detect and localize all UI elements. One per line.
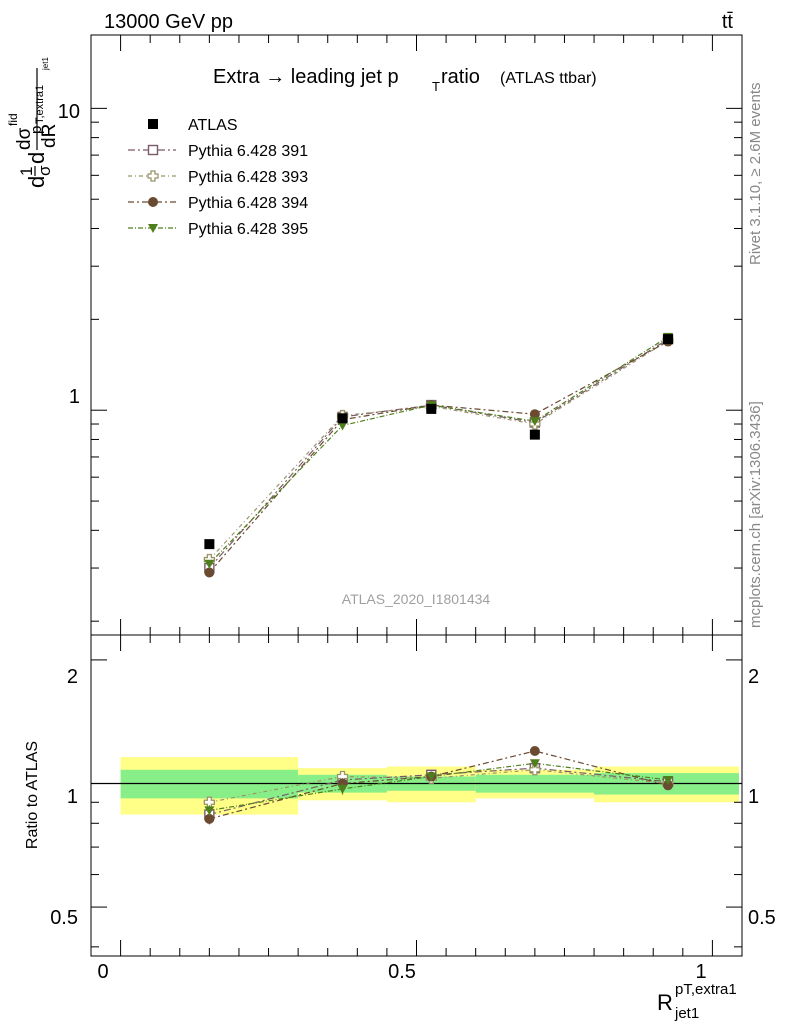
- ylabel-d: d: [24, 176, 49, 188]
- legend: ATLAS Pythia 6.428 391 Pythia 6.428 393 Pyt…: [128, 117, 308, 238]
- ylabel-subsub: jet1: [41, 57, 50, 71]
- legend-label: ATLAS: [188, 117, 238, 134]
- xaxis-label: R pT,extra1 jet1: [657, 981, 737, 1022]
- xtick-05: 0.5: [388, 961, 416, 983]
- xlabel-sup: pT,extra1: [675, 981, 737, 998]
- mc-point: [204, 559, 215, 569]
- ratio-plot-series: [91, 745, 742, 825]
- main-plot-series: [203, 332, 674, 578]
- mc-line: [208, 338, 669, 569]
- data-point: [426, 403, 437, 414]
- mc-point: [529, 417, 540, 427]
- xlabel-sub: jet1: [674, 1005, 699, 1022]
- mc-point: [337, 421, 348, 431]
- mc-point: [529, 409, 540, 420]
- legend-marker: [147, 144, 159, 156]
- ylabel-dR: dR: [39, 124, 60, 148]
- ylabel-dsigma: dσ: [14, 127, 35, 150]
- main-ytick-1: 1: [69, 386, 80, 408]
- ratio-point: [337, 784, 348, 794]
- data-point: [529, 429, 540, 440]
- xtick-1: 1: [695, 961, 706, 983]
- ylabel-fid: fid: [6, 113, 20, 126]
- ylabel-d2: d: [24, 152, 49, 164]
- plot-title: Extra → leading jet p T ratio (ATLAS ttb…: [213, 66, 597, 94]
- ratio-point: [204, 813, 215, 824]
- ratio-ytick-2-left: 2: [67, 666, 78, 688]
- ylabel-sigma: σ: [35, 165, 54, 176]
- main-axis-ticks: [91, 35, 742, 635]
- title-note: (ATLAS ttbar): [500, 70, 597, 87]
- mc-point: [204, 567, 215, 578]
- ratio-ytick-1-left: 1: [67, 786, 78, 808]
- title-main: Extra → leading jet p: [213, 66, 399, 88]
- legend-marker: [148, 119, 158, 129]
- ylabel-sub: T,extra1: [34, 85, 46, 124]
- ratio-ytick-05-left: 0.5: [50, 907, 78, 929]
- mcplots-label: mcplots.cern.ch [arXiv:1306.3436]: [747, 401, 764, 628]
- data-point: [663, 334, 674, 345]
- mc-line: [208, 336, 669, 565]
- ratio-ytick-1-right: 1: [748, 786, 759, 808]
- ylabel-one: 1: [17, 167, 36, 176]
- ratio-point: [529, 759, 540, 769]
- energy-label: 13000 GeV pp: [104, 11, 233, 33]
- process-label: tt̄: [722, 11, 734, 33]
- ratio-ytick-2-right: 2: [748, 666, 759, 688]
- main-ylabel: d 1 σ d dσ fid p T,extra1 jet1 dR: [6, 57, 60, 188]
- legend-marker: [148, 224, 158, 233]
- ratio-axis-ticks: [91, 635, 742, 956]
- title-tail: ratio: [441, 66, 480, 88]
- legend-marker: [147, 170, 159, 182]
- xtick-0: 0: [97, 961, 108, 983]
- analysis-id: ATLAS_2020_I1801434: [342, 591, 491, 607]
- legend-marker: [148, 197, 158, 207]
- data-point: [204, 539, 215, 550]
- ratio-point: [529, 745, 540, 756]
- ratio-point: [426, 772, 437, 782]
- ratio-point: [204, 806, 215, 816]
- legend-label: Pythia 6.428 394: [188, 195, 308, 212]
- legend-label: Pythia 6.428 391: [188, 143, 308, 160]
- title-sub: T: [432, 79, 440, 94]
- rivet-version-label: Rivet 3.1.10, ≥ 2.6M events: [747, 83, 764, 266]
- ratio-point: [663, 780, 674, 791]
- ratio-line: [209, 769, 669, 803]
- ratio-ytick-05-right: 0.5: [748, 907, 776, 929]
- mc-line: [208, 340, 669, 560]
- mc-line: [208, 340, 669, 573]
- legend-label: Pythia 6.428 395: [188, 221, 308, 238]
- ratio-ylabel: Ratio to ATLAS: [24, 741, 41, 849]
- ratio-point: [529, 764, 541, 776]
- xlabel-main: R: [657, 990, 673, 1015]
- main-ytick-10: 10: [58, 101, 80, 123]
- data-point: [337, 413, 348, 424]
- ratio-point: [663, 775, 674, 785]
- legend-label: Pythia 6.428 393: [188, 169, 308, 186]
